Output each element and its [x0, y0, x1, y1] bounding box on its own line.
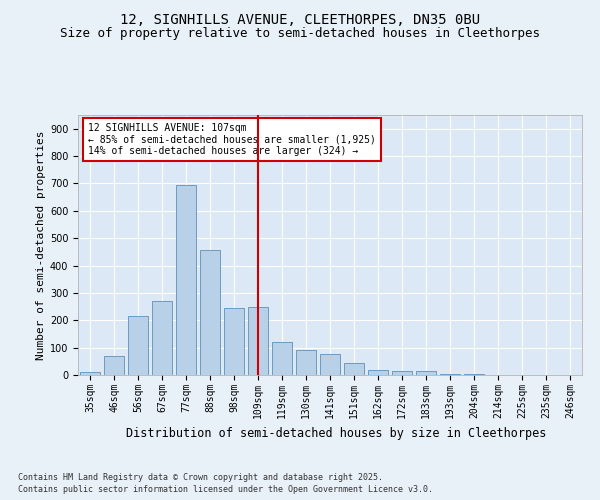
Y-axis label: Number of semi-detached properties: Number of semi-detached properties	[35, 130, 46, 360]
Text: 12, SIGNHILLS AVENUE, CLEETHORPES, DN35 0BU: 12, SIGNHILLS AVENUE, CLEETHORPES, DN35 …	[120, 12, 480, 26]
Text: Size of property relative to semi-detached houses in Cleethorpes: Size of property relative to semi-detach…	[60, 28, 540, 40]
Bar	[416, 371, 436, 375]
Bar	[320, 354, 340, 375]
Bar	[272, 342, 292, 375]
Bar	[80, 372, 100, 375]
Bar	[176, 185, 196, 375]
Text: Contains HM Land Registry data © Crown copyright and database right 2025.: Contains HM Land Registry data © Crown c…	[18, 472, 383, 482]
Bar	[152, 301, 172, 375]
Bar	[224, 308, 244, 375]
Bar	[392, 371, 412, 375]
Text: 12 SIGNHILLS AVENUE: 107sqm
← 85% of semi-detached houses are smaller (1,925)
14: 12 SIGNHILLS AVENUE: 107sqm ← 85% of sem…	[88, 123, 376, 156]
Bar	[104, 356, 124, 375]
Bar	[464, 374, 484, 375]
Bar	[296, 350, 316, 375]
Text: Contains public sector information licensed under the Open Government Licence v3: Contains public sector information licen…	[18, 485, 433, 494]
Bar	[344, 362, 364, 375]
Bar	[368, 370, 388, 375]
Bar	[440, 374, 460, 375]
Bar	[200, 250, 220, 375]
Text: Distribution of semi-detached houses by size in Cleethorpes: Distribution of semi-detached houses by …	[126, 428, 546, 440]
Bar	[128, 316, 148, 375]
Bar	[248, 306, 268, 375]
